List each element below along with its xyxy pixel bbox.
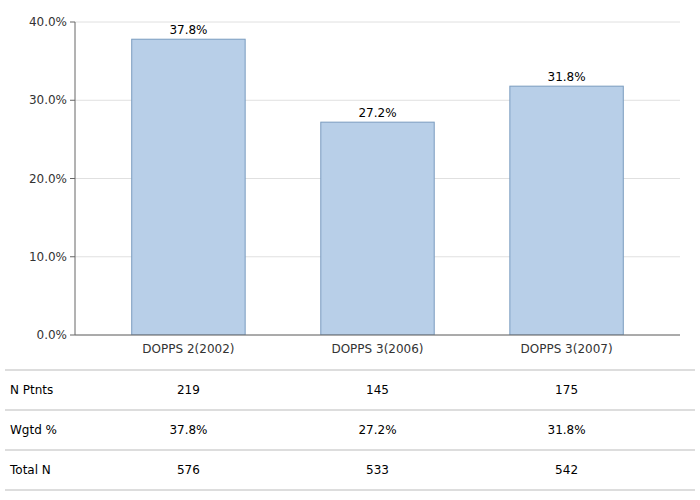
table: N Ptnts 219 145 175 Wgtd % 37.8% 27.2% 31.8% Tot… xyxy=(5,370,695,490)
table-cell: 37.8% xyxy=(169,423,207,437)
bars xyxy=(132,39,624,335)
table-cell: 576 xyxy=(177,463,200,477)
y-axis xyxy=(75,22,76,335)
table-row-label: Wgtd % xyxy=(10,423,57,437)
table-row-label: Total N xyxy=(9,463,51,477)
table-cell: 27.2% xyxy=(358,423,396,437)
bar xyxy=(510,86,623,335)
y-tick xyxy=(70,335,75,336)
table-cell: 219 xyxy=(177,383,200,397)
data-label: 37.8% xyxy=(169,23,207,37)
grid xyxy=(75,22,680,335)
data-label: 31.8% xyxy=(548,70,586,84)
table-line xyxy=(5,410,695,411)
grid-line xyxy=(75,22,680,23)
chart: 0.0% 10.0% 20.0% 30.0% 40.0% 37.8% 27.2% 31.8% D… xyxy=(0,0,700,500)
table-cell: 175 xyxy=(555,383,578,397)
x-axis xyxy=(75,335,680,336)
x-tick-label: DOPPS 2(2002) xyxy=(142,342,234,356)
table-line xyxy=(5,450,695,451)
y-tick-label: 0.0% xyxy=(37,328,68,342)
y-tick xyxy=(70,100,75,101)
y-tick-label: 30.0% xyxy=(29,93,67,107)
data-label: 27.2% xyxy=(358,106,396,120)
table-cell: 542 xyxy=(555,463,578,477)
y-tick xyxy=(70,256,75,257)
table-line xyxy=(5,370,695,371)
y-tick-label: 10.0% xyxy=(29,250,67,264)
y-tick xyxy=(70,22,75,23)
x-tick-label: DOPPS 3(2006) xyxy=(331,342,423,356)
bar xyxy=(132,39,245,335)
bar xyxy=(321,122,434,335)
grid-line xyxy=(75,335,680,336)
table-cell: 31.8% xyxy=(548,423,586,437)
y-tick-label: 20.0% xyxy=(29,172,67,186)
table-cell: 145 xyxy=(366,383,389,397)
y-tick-label: 40.0% xyxy=(29,15,67,29)
table-line xyxy=(5,490,695,491)
table-row-label: N Ptnts xyxy=(10,383,53,397)
x-tick-label: DOPPS 3(2007) xyxy=(520,342,612,356)
table-cell: 533 xyxy=(366,463,389,477)
y-tick xyxy=(70,178,75,179)
